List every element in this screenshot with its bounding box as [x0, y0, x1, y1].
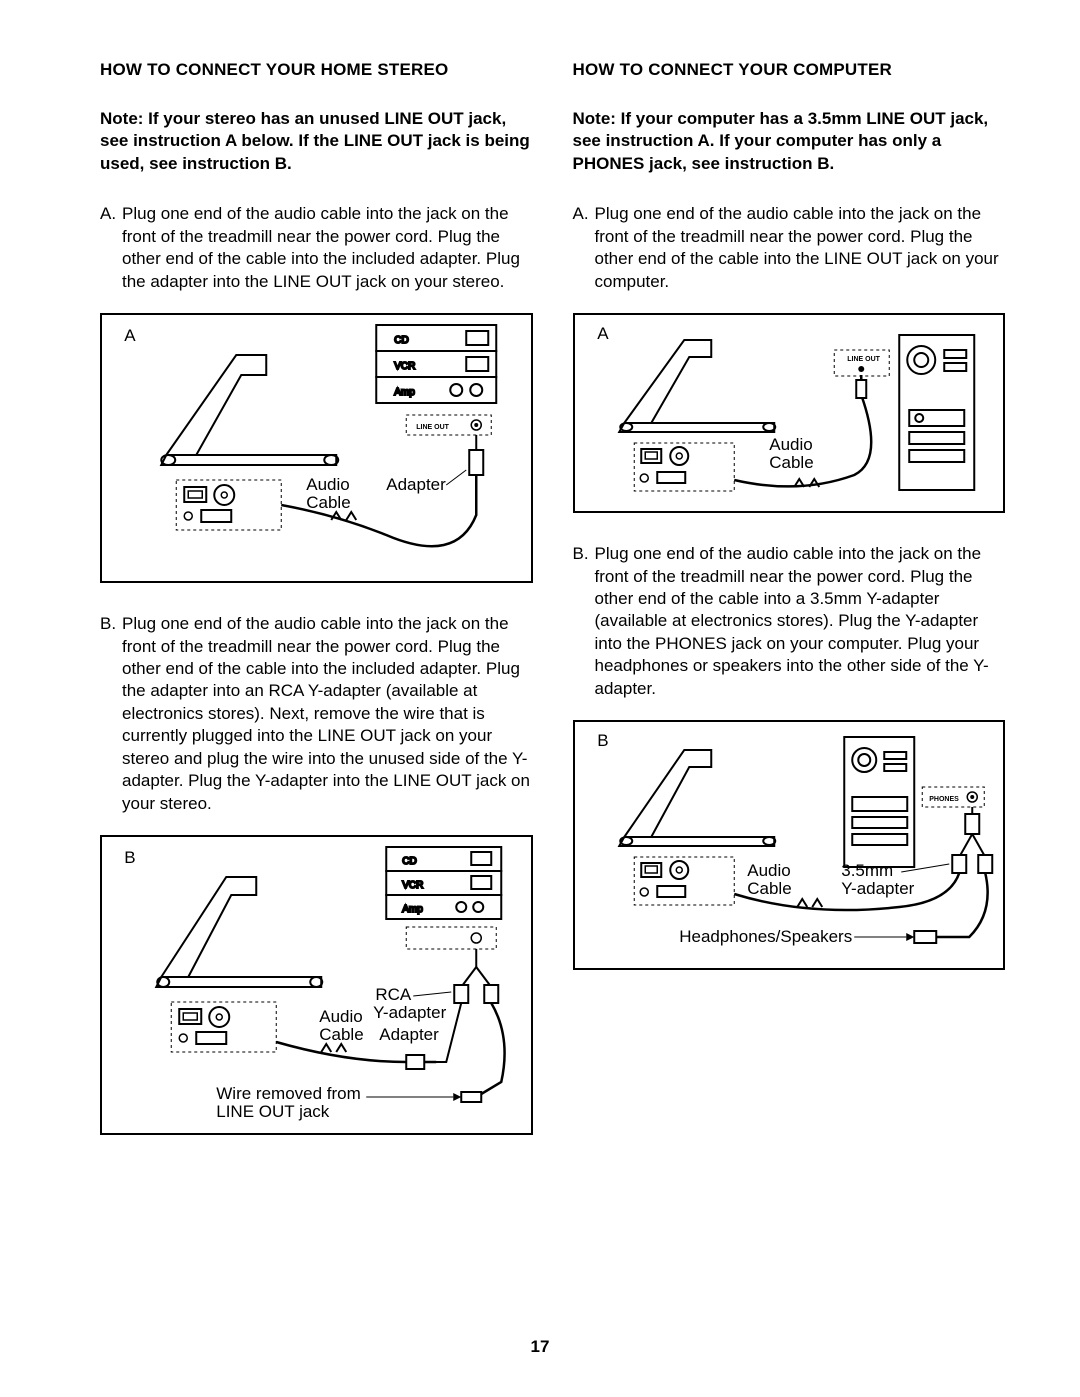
right-figure-b: B [573, 720, 1006, 970]
yadapter-label-1: 3.5mm [841, 861, 893, 880]
treadmill-jack-detail [176, 480, 281, 530]
right-figure-a: A [573, 313, 1006, 513]
arrow-icon [453, 1093, 461, 1101]
fig-letter: B [124, 848, 135, 867]
treadmill-icon [156, 877, 322, 987]
audio-label-1: Audio [306, 475, 349, 494]
lineout-area [406, 927, 496, 949]
treadmill-icon [619, 340, 775, 432]
audio-label-2: Cable [769, 453, 813, 472]
fig-letter: B [597, 731, 608, 750]
treadmill-jack-detail [634, 443, 734, 491]
left-figure-a-svg: A [102, 315, 531, 581]
step-letter-b: B. [573, 543, 595, 700]
audio-label-1: Audio [747, 861, 790, 880]
left-figure-b: B [100, 835, 533, 1135]
computer-tower-icon [844, 737, 914, 867]
lineout-label: LINE OUT [847, 356, 880, 363]
adapter-leader [446, 470, 466, 485]
step-letter-a: A. [100, 203, 122, 293]
adapter-plug-icon [469, 450, 483, 475]
page-number: 17 [0, 1337, 1080, 1357]
wire-label-1: Wire removed from [216, 1084, 361, 1103]
plug-icon [856, 380, 866, 398]
y-jack-right-icon [978, 855, 992, 873]
lineout-label: LINE OUT [416, 424, 449, 431]
fig-letter: A [124, 326, 136, 345]
lineout-box: LINE OUT [406, 415, 491, 435]
y-left [959, 834, 972, 857]
vcr-label: VCR [394, 361, 415, 372]
y-jack-left-icon [952, 855, 966, 873]
adapter-body-icon [406, 1055, 424, 1069]
phones-area: PHONES [922, 787, 984, 807]
audio-label-2: Cable [747, 879, 791, 898]
rca-label-1: RCA [375, 985, 412, 1004]
lineout-jack-icon [471, 933, 481, 943]
treadmill-icon [619, 750, 775, 846]
page: HOW TO CONNECT YOUR HOME STEREO Note: If… [0, 0, 1080, 1397]
y-right [972, 834, 985, 857]
audio-label-2: Cable [319, 1025, 363, 1044]
removed-wire-plug-icon [461, 1092, 481, 1102]
vcr-label: VCR [402, 880, 423, 891]
right-figure-b-svg: B [575, 722, 1004, 968]
adapter-label: Adapter [386, 475, 446, 494]
adapter-label: Adapter [379, 1025, 439, 1044]
step-b-text: Plug one end of the audio cable into the… [122, 613, 533, 815]
step-a-text: Plug one end of the audio cable into the… [595, 203, 1006, 293]
cd-label: CD [402, 856, 416, 867]
left-step-a: A. Plug one end of the audio cable into … [100, 203, 533, 293]
yadapter-label-2: Y-adapter [841, 879, 914, 898]
wire-label-2: LINE OUT jack [216, 1102, 330, 1121]
left-note: Note: If your stereo has an unused LINE … [100, 108, 533, 175]
audio-label-1: Audio [769, 435, 812, 454]
right-figure-a-svg: A [575, 315, 1004, 511]
y-adapter-icon [454, 949, 498, 1003]
rca-leader [413, 992, 451, 996]
headphone-cable-path [934, 873, 987, 937]
rca-label-2: Y-adapter [373, 1003, 446, 1022]
cable-break-icon [321, 1044, 346, 1052]
step-a-text: Plug one end of the audio cable into the… [122, 203, 533, 293]
treadmill-icon [161, 355, 338, 465]
stereo-stack-icon: CD VCR Amp [386, 847, 501, 919]
removed-wire-path [476, 1003, 504, 1097]
step-b-text: Plug one end of the audio cable into the… [595, 543, 1006, 700]
right-step-a: A. Plug one end of the audio cable into … [573, 203, 1006, 293]
phones-label: PHONES [929, 796, 959, 803]
left-step-b: B. Plug one end of the audio cable into … [100, 613, 533, 815]
right-note: Note: If your computer has a 3.5mm LINE … [573, 108, 1006, 175]
left-column: HOW TO CONNECT YOUR HOME STEREO Note: If… [100, 60, 533, 1165]
treadmill-jack-detail [171, 1002, 276, 1052]
y-plug-icon [965, 814, 979, 834]
left-figure-b-svg: B [102, 837, 531, 1133]
stereo-stack-icon: CD VCR Amp [376, 325, 496, 403]
two-column-layout: HOW TO CONNECT YOUR HOME STEREO Note: If… [100, 60, 1005, 1165]
left-figure-a: A [100, 313, 533, 583]
headphone-plug-icon [914, 931, 936, 943]
lineout-area: LINE OUT [834, 350, 889, 376]
amp-label: Amp [394, 387, 415, 398]
right-column: HOW TO CONNECT YOUR COMPUTER Note: If yo… [573, 60, 1006, 1165]
arrow-icon [906, 933, 914, 941]
left-section-title: HOW TO CONNECT YOUR HOME STEREO [100, 60, 533, 80]
right-section-title: HOW TO CONNECT YOUR COMPUTER [573, 60, 1006, 80]
step-letter-a: A. [573, 203, 595, 293]
computer-tower-icon [899, 335, 974, 490]
right-step-b: B. Plug one end of the audio cable into … [573, 543, 1006, 700]
amp-label: Amp [402, 904, 423, 915]
treadmill-jack-detail [634, 857, 734, 905]
cable-break-icon [797, 899, 822, 907]
headphones-label: Headphones/Speakers [679, 927, 852, 946]
cd-label: CD [394, 335, 408, 346]
audio-label-1: Audio [319, 1007, 362, 1026]
fig-letter: A [597, 324, 609, 343]
audio-label-2: Cable [306, 493, 350, 512]
step-letter-b: B. [100, 613, 122, 815]
